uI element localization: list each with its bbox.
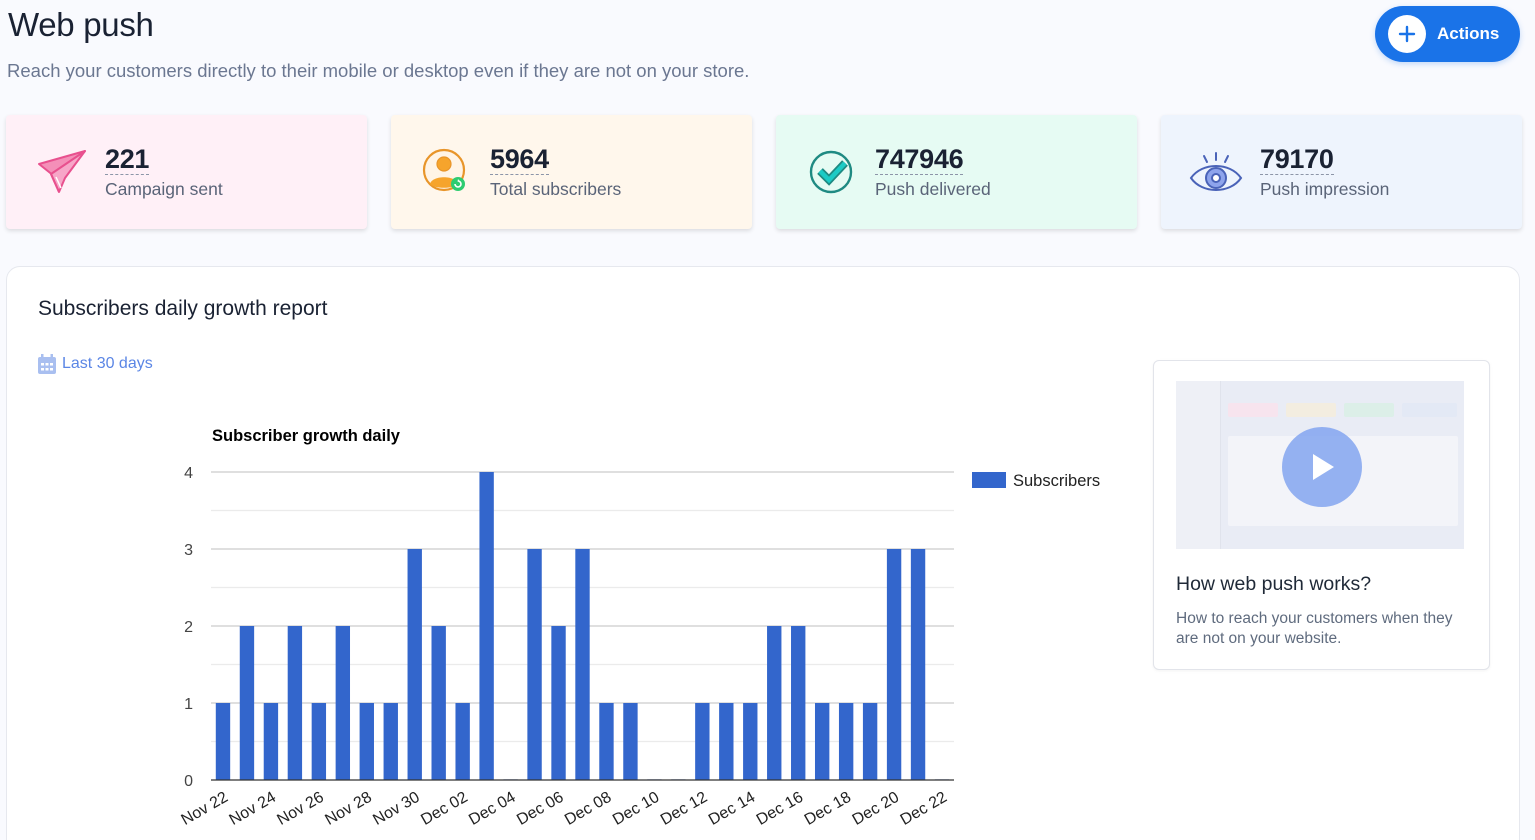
check-circle-icon	[801, 142, 861, 202]
bar-dec-02[interactable]	[455, 703, 470, 780]
bar-dec-21[interactable]	[910, 549, 926, 780]
bar-dec-08[interactable]	[599, 703, 614, 780]
x-tick-label: Nov 30	[370, 789, 422, 829]
y-tick-label: 1	[184, 696, 193, 713]
actions-button[interactable]: Actions	[1375, 6, 1520, 62]
y-tick-label: 2	[184, 619, 193, 636]
stat-value: 79170	[1260, 144, 1334, 175]
bar-dec-03[interactable]	[479, 472, 494, 780]
x-tick-label: Dec 10	[610, 789, 662, 829]
bar-nov-30[interactable]	[407, 549, 422, 780]
how-it-works-card[interactable]: How web push works? How to reach your cu…	[1153, 360, 1490, 670]
stat-label: Push impression	[1260, 179, 1390, 199]
legend-swatch-subscribers	[972, 472, 1006, 488]
bar-dec-16[interactable]	[791, 626, 806, 780]
x-tick-label: Dec 22	[898, 789, 950, 829]
bar-nov-27[interactable]	[335, 626, 351, 780]
video-thumbnail[interactable]	[1176, 381, 1464, 549]
x-tick-label: Dec 16	[754, 789, 806, 829]
bar-dec-17[interactable]	[814, 703, 830, 780]
bar-dec-18[interactable]	[838, 703, 854, 780]
date-range-label: Last 30 days	[62, 355, 153, 372]
stat-card-push-impression[interactable]: 79170 Push impression	[1161, 115, 1522, 229]
y-tick-label: 3	[184, 542, 193, 559]
stat-card-campaign-sent[interactable]: 221 Campaign sent	[6, 115, 367, 229]
x-tick-label: Dec 08	[562, 789, 614, 829]
legend-label-subscribers: Subscribers	[1013, 472, 1100, 490]
bar-dec-14[interactable]	[743, 703, 758, 780]
x-tick-label: Nov 22	[179, 789, 231, 829]
bar-dec-07[interactable]	[575, 549, 590, 780]
chart-title: Subscriber growth daily	[212, 427, 401, 445]
x-tick-label: Dec 18	[802, 789, 854, 829]
chart-legend: Subscribers	[972, 472, 1100, 490]
y-tick-label: 4	[184, 465, 193, 482]
stat-value: 5964	[490, 144, 549, 175]
stat-card-push-delivered[interactable]: 747946 Push delivered	[776, 115, 1137, 229]
bar-dec-15[interactable]	[767, 626, 782, 780]
bar-dec-06[interactable]	[551, 626, 566, 780]
calendar-icon	[38, 354, 56, 374]
bar-dec-20[interactable]	[886, 549, 902, 780]
x-tick-label: Nov 26	[274, 789, 326, 829]
x-tick-label: Nov 28	[322, 789, 374, 829]
x-tick-label: Dec 04	[466, 789, 518, 829]
user-refresh-icon	[416, 142, 476, 202]
bar-nov-29[interactable]	[383, 703, 398, 780]
stat-label: Campaign sent	[105, 179, 223, 199]
x-tick-label: Dec 20	[850, 789, 902, 829]
stat-label: Push delivered	[875, 179, 991, 199]
bar-nov-23[interactable]	[239, 626, 255, 780]
eye-icon	[1186, 142, 1246, 202]
bar-dec-05[interactable]	[527, 549, 542, 780]
stat-card-total-subscribers[interactable]: 5964 Total subscribers	[391, 115, 752, 229]
video-title: How web push works?	[1176, 573, 1372, 595]
growth-report-card: Subscribers daily growth report Last 30 …	[6, 266, 1520, 840]
stat-value: 221	[105, 144, 150, 175]
x-tick-label: Dec 06	[514, 789, 566, 829]
bar-nov-25[interactable]	[287, 626, 303, 780]
x-tick-label: Dec 02	[418, 789, 470, 829]
x-tick-label: Dec 14	[706, 789, 758, 829]
bar-nov-24[interactable]	[263, 703, 279, 780]
bar-dec-12[interactable]	[695, 703, 710, 780]
page-title: Web push	[8, 6, 154, 43]
video-description: How to reach your customers when they ar…	[1176, 610, 1453, 647]
bar-nov-28[interactable]	[359, 703, 374, 780]
bar-nov-22[interactable]	[215, 703, 231, 780]
bar-dec-13[interactable]	[719, 703, 734, 780]
x-tick-label: Nov 24	[227, 789, 279, 829]
date-range-selector[interactable]: Last 30 days	[38, 354, 153, 374]
stat-label: Total subscribers	[490, 179, 622, 199]
play-icon[interactable]	[1282, 427, 1362, 507]
report-title: Subscribers daily growth report	[38, 297, 328, 320]
stat-value: 747946	[875, 144, 964, 175]
bar-dec-09[interactable]	[623, 703, 638, 780]
bar-nov-26[interactable]	[311, 703, 327, 780]
paper-plane-icon	[31, 142, 91, 202]
bar-dec-01[interactable]	[431, 626, 446, 780]
y-tick-label: 0	[184, 773, 193, 790]
x-tick-label: Dec 12	[658, 789, 710, 829]
actions-label: Actions	[1437, 24, 1500, 43]
plus-icon	[1388, 15, 1426, 53]
bar-dec-19[interactable]	[862, 703, 878, 780]
page-subtitle: Reach your customers directly to their m…	[7, 60, 750, 81]
